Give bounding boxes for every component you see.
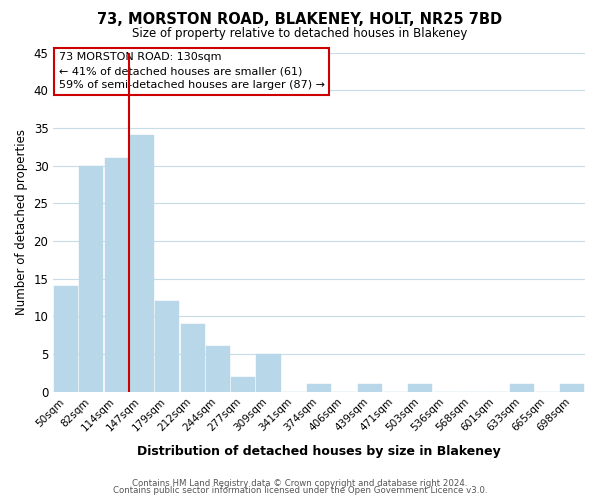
Bar	[206, 346, 230, 392]
Bar	[560, 384, 584, 392]
Text: 73 MORSTON ROAD: 130sqm
← 41% of detached houses are smaller (61)
59% of semi-de: 73 MORSTON ROAD: 130sqm ← 41% of detache…	[59, 52, 325, 90]
Bar	[231, 376, 255, 392]
Bar	[155, 301, 179, 392]
Text: Contains public sector information licensed under the Open Government Licence v3: Contains public sector information licen…	[113, 486, 487, 495]
Bar	[130, 136, 154, 392]
Bar	[181, 324, 205, 392]
Text: 73, MORSTON ROAD, BLAKENEY, HOLT, NR25 7BD: 73, MORSTON ROAD, BLAKENEY, HOLT, NR25 7…	[97, 12, 503, 28]
Bar	[358, 384, 382, 392]
Text: Contains HM Land Registry data © Crown copyright and database right 2024.: Contains HM Land Registry data © Crown c…	[132, 478, 468, 488]
Bar	[409, 384, 433, 392]
Bar	[104, 158, 128, 392]
X-axis label: Distribution of detached houses by size in Blakeney: Distribution of detached houses by size …	[137, 444, 501, 458]
Bar	[256, 354, 281, 392]
Bar	[307, 384, 331, 392]
Y-axis label: Number of detached properties: Number of detached properties	[15, 129, 28, 315]
Bar	[509, 384, 534, 392]
Bar	[79, 166, 103, 392]
Text: Size of property relative to detached houses in Blakeney: Size of property relative to detached ho…	[133, 28, 467, 40]
Bar	[54, 286, 78, 392]
